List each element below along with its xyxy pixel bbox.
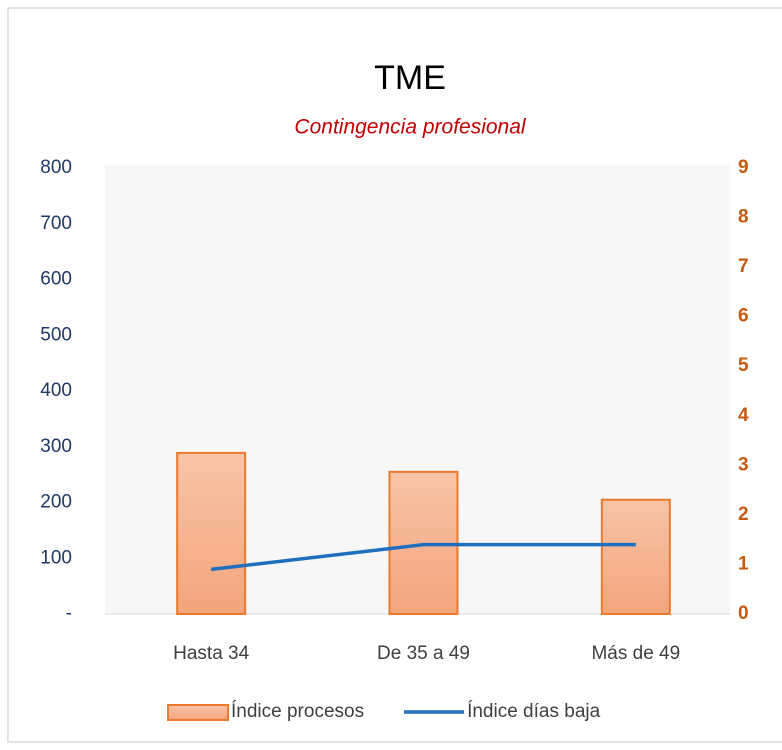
y2-tick-label: 9 <box>738 157 749 178</box>
line-series <box>210 542 636 572</box>
y-tick-label: 800 <box>40 157 72 178</box>
y2-tick-label: 8 <box>738 207 749 228</box>
y2-tick-label: 7 <box>738 256 749 277</box>
y-tick-label: 700 <box>40 213 72 234</box>
y2-tick-label: 3 <box>738 454 749 475</box>
y-tick-label: 100 <box>40 547 72 568</box>
y-tick-label: 300 <box>40 436 72 457</box>
x-tick-label: Más de 49 <box>591 643 680 664</box>
bar <box>176 451 247 615</box>
bar <box>600 498 671 615</box>
y-tick-label: 500 <box>40 324 72 345</box>
x-tick-label: Hasta 34 <box>173 643 249 664</box>
chart-subtitle: Contingencia profesional <box>294 116 526 139</box>
y2-tick-label: 4 <box>738 405 749 426</box>
y2-tick-label: 2 <box>738 504 749 525</box>
y-tick-label: - <box>66 603 72 624</box>
legend-label: Índice días baja <box>467 701 601 722</box>
y-tick-label: 400 <box>40 380 72 401</box>
y2-tick-label: 0 <box>738 603 749 624</box>
y2-tick-label: 5 <box>738 355 749 376</box>
y-tick-label: 200 <box>40 492 72 513</box>
y-tick-label: 600 <box>40 269 72 290</box>
chart-title: TME <box>374 59 446 97</box>
x-tick-label: De 35 a 49 <box>377 643 470 664</box>
legend-label: Índice procesos <box>231 701 364 722</box>
legend-swatch <box>167 704 229 721</box>
y2-tick-label: 6 <box>738 306 749 327</box>
y2-tick-label: 1 <box>738 553 749 574</box>
